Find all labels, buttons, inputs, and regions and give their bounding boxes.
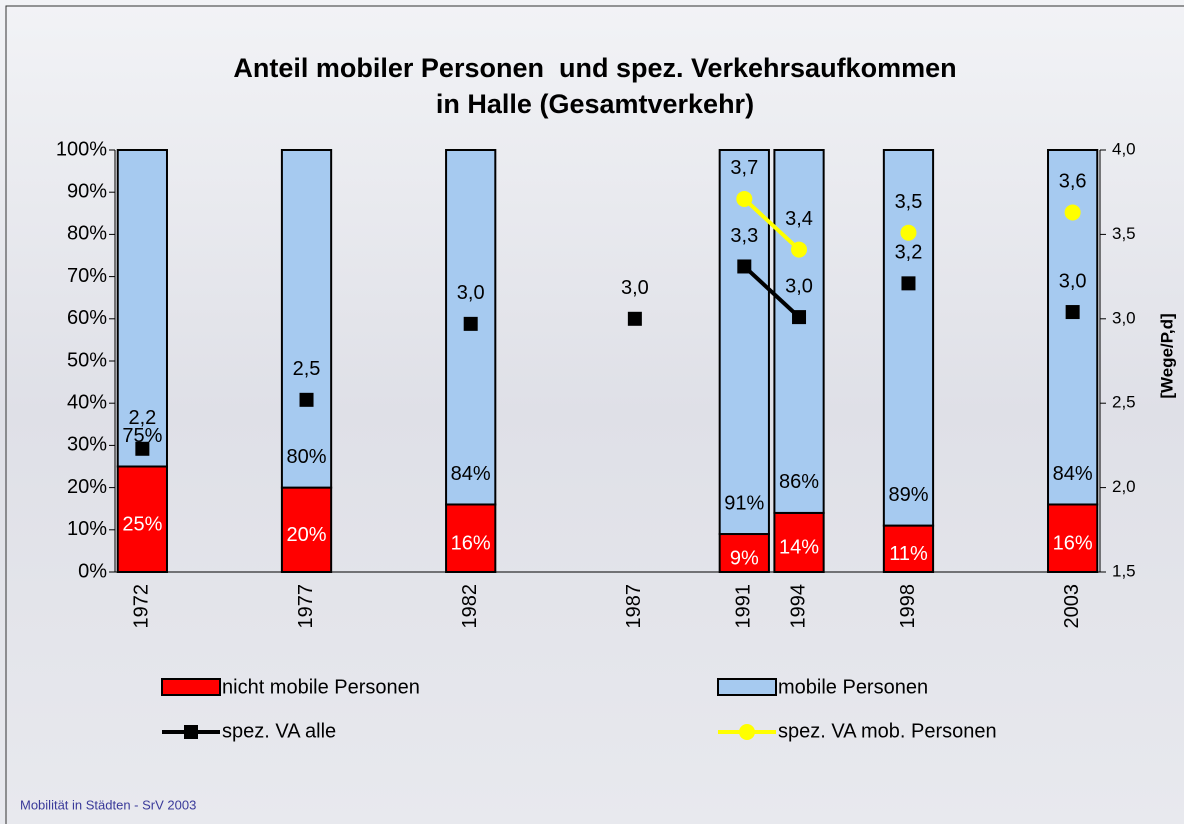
- y-tick-label: 60%: [67, 307, 107, 329]
- bar: [718, 533, 770, 574]
- marker: [627, 311, 642, 326]
- x-tick-label: 1977: [295, 584, 317, 629]
- legend-label: nicht mobile Personen: [222, 676, 420, 698]
- legend-swatch: [717, 678, 777, 696]
- bar: [882, 149, 935, 527]
- bar: [773, 149, 825, 514]
- data-label: 80%: [287, 446, 327, 468]
- y2-tick-label: 3,5: [1112, 224, 1136, 243]
- legend-label: mobile Personen: [778, 676, 928, 698]
- bar: [116, 149, 168, 468]
- y-tick-label: 20%: [67, 476, 107, 498]
- y2-tick-label: 1,5: [1112, 561, 1136, 580]
- y2-tick-label: 2,0: [1112, 477, 1136, 496]
- y-tick-label: 40%: [67, 391, 107, 413]
- data-label: 16%: [451, 533, 491, 555]
- marker: [299, 392, 314, 407]
- data-label: 2,5: [293, 358, 321, 380]
- legend-marker: [184, 725, 198, 739]
- bar: [718, 149, 770, 536]
- marker: [901, 276, 916, 291]
- y-tick-label: 0%: [78, 560, 107, 582]
- chart-title: in Halle (Gesamtverkehr): [436, 89, 754, 119]
- data-label: 86%: [779, 471, 819, 493]
- y-tick-label: 10%: [67, 518, 107, 540]
- y2-tick-label: 3,0: [1112, 308, 1136, 327]
- marker: [792, 310, 807, 325]
- data-label: 75%: [122, 425, 162, 447]
- bar: [773, 511, 825, 573]
- legend-marker: [739, 724, 755, 740]
- data-label: 3,0: [785, 275, 813, 297]
- bar: [1047, 149, 1099, 506]
- marker: [135, 441, 150, 456]
- x-tick-label: 1982: [459, 584, 481, 629]
- x-tick-label: 1991: [733, 584, 755, 629]
- x-tick-label: 1987: [623, 584, 645, 629]
- y-tick-label: 90%: [67, 180, 107, 202]
- y2-tick-label: 2,5: [1112, 393, 1136, 412]
- data-label: 89%: [888, 484, 928, 506]
- data-label: 3,0: [1059, 270, 1087, 292]
- y2-axis-label: [Wege/P,d]: [1157, 313, 1176, 398]
- marker: [791, 241, 808, 258]
- data-label: 3,0: [621, 277, 649, 299]
- x-tick-label: 1998: [897, 584, 919, 629]
- data-label: 3,4: [785, 208, 813, 230]
- data-label: 16%: [1053, 533, 1093, 555]
- y-tick-label: 30%: [67, 434, 107, 456]
- data-label: 3,6: [1059, 171, 1087, 193]
- y-tick-label: 100%: [56, 138, 107, 160]
- legend-label: spez. VA alle: [222, 720, 336, 742]
- data-label: 11%: [889, 543, 928, 565]
- data-label: 9%: [730, 547, 759, 569]
- x-tick-label: 1994: [787, 584, 809, 629]
- data-label: 14%: [779, 537, 819, 559]
- marker: [737, 259, 752, 274]
- marker: [736, 190, 753, 207]
- y-tick-label: 70%: [67, 265, 107, 287]
- x-tick-label: 1972: [131, 584, 153, 629]
- data-label: 25%: [122, 514, 162, 536]
- data-label: 3,5: [895, 191, 923, 213]
- chart-title: Anteil mobiler Personen und spez. Verkeh…: [233, 53, 956, 83]
- bar: [445, 503, 497, 574]
- y2-tick-label: 4,0: [1112, 139, 1136, 158]
- data-label: 91%: [724, 492, 764, 514]
- frame: [5, 5, 1184, 824]
- data-label: 3,3: [730, 225, 758, 247]
- marker: [1065, 305, 1080, 320]
- marker: [900, 224, 917, 241]
- x-tick-label: 2003: [1061, 584, 1083, 629]
- bar: [280, 149, 333, 489]
- data-label: 3,2: [895, 242, 923, 264]
- marker: [1064, 204, 1081, 221]
- data-label: 84%: [451, 463, 491, 485]
- data-label: 3,0: [457, 282, 485, 304]
- data-label: 2,2: [128, 407, 156, 429]
- y-tick-label: 50%: [67, 349, 107, 371]
- data-label: 20%: [287, 524, 327, 546]
- footer: Mobilität in Städten - SrV 2003: [20, 797, 196, 812]
- y-tick-label: 80%: [67, 223, 107, 245]
- data-label: 84%: [1053, 463, 1093, 485]
- marker: [463, 316, 478, 331]
- bar: [882, 524, 935, 574]
- legend-swatch: [161, 678, 221, 696]
- data-label: 3,7: [730, 157, 758, 179]
- legend-label: spez. VA mob. Personen: [778, 720, 997, 742]
